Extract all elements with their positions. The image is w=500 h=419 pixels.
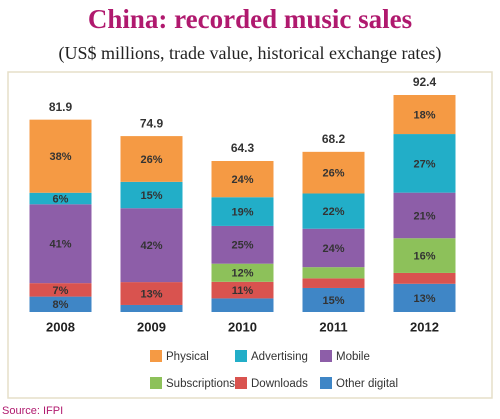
legend-label: Physical (166, 351, 209, 363)
total-label: 92.4 (413, 75, 437, 89)
x-tick-label: 2008 (46, 319, 75, 334)
legend-swatch (320, 350, 332, 362)
bar-segment (211, 263, 274, 282)
data-label: 11% (232, 285, 254, 297)
data-label: 8% (53, 299, 69, 311)
data-label: 38% (49, 151, 71, 163)
data-label: 26% (140, 154, 162, 166)
chart-title: China: recorded music sales (88, 4, 412, 34)
data-label: 16% (413, 250, 435, 262)
data-label: 42% (140, 240, 162, 252)
bar-segment (29, 204, 92, 284)
data-label: 24% (322, 243, 344, 255)
bar-segment (29, 283, 92, 297)
legend-swatch (150, 350, 162, 362)
bar-segment (302, 193, 365, 229)
bar-segment (120, 181, 183, 209)
legend-swatch (235, 377, 247, 389)
bar-segment (211, 281, 274, 299)
bar-segment (302, 278, 365, 288)
bar-segment (393, 272, 456, 284)
data-label: 12% (231, 268, 253, 280)
x-tick-label: 2009 (137, 319, 166, 334)
bar-segment (393, 283, 456, 312)
legend-label: Subscriptions (166, 378, 235, 390)
x-tick-label: 2011 (319, 319, 347, 334)
bar-segment (211, 225, 274, 264)
bar-segment (393, 192, 456, 239)
bar-segment (120, 208, 183, 283)
legend-swatch (235, 350, 247, 362)
data-label: 15% (322, 295, 344, 307)
data-label: 15% (140, 190, 162, 202)
bar-segment (302, 228, 365, 268)
data-label: 22% (322, 206, 344, 218)
data-label: 21% (413, 210, 435, 222)
legend-swatch (150, 377, 162, 389)
total-label: 74.9 (140, 116, 164, 130)
bar-segment (120, 136, 183, 182)
bar-segment (302, 267, 365, 279)
bar-segment (29, 296, 92, 312)
bar-segment (29, 119, 92, 193)
total-label: 68.2 (322, 132, 346, 146)
bar-segment (211, 160, 274, 198)
legend-label: Downloads (251, 378, 308, 390)
bar-segment (302, 151, 365, 194)
total-label: 81.9 (49, 100, 73, 114)
chart-subtitle: (US$ millions, trade value, historical e… (59, 43, 442, 64)
bar-segment (393, 134, 456, 193)
data-label: 26% (322, 168, 344, 180)
data-label: 25% (231, 240, 253, 252)
bar-segment (120, 282, 183, 305)
bar-segment (29, 192, 92, 205)
data-label: 24% (231, 174, 253, 186)
data-label: 18% (413, 109, 435, 121)
bar-segment (393, 95, 456, 135)
bar-segment (211, 298, 274, 312)
bar-segment (302, 287, 365, 312)
source: Source: IFPI (2, 405, 63, 417)
data-label: 13% (413, 293, 435, 305)
bar-segment (211, 197, 274, 226)
data-label: 19% (231, 206, 253, 218)
data-label: 41% (49, 239, 71, 251)
bar-segment (120, 304, 183, 312)
x-tick-label: 2012 (410, 319, 439, 334)
data-label: 13% (140, 288, 162, 300)
data-label: 27% (413, 158, 435, 170)
legend-label: Mobile (336, 351, 370, 363)
legend-label: Advertising (251, 351, 308, 363)
total-label: 64.3 (231, 141, 255, 155)
legend-swatch (320, 377, 332, 389)
legend-label: Other digital (336, 378, 398, 390)
bar-segment (393, 238, 456, 273)
data-label: 6% (53, 193, 69, 205)
data-label: 7% (53, 285, 69, 297)
x-tick-label: 2010 (228, 319, 257, 334)
